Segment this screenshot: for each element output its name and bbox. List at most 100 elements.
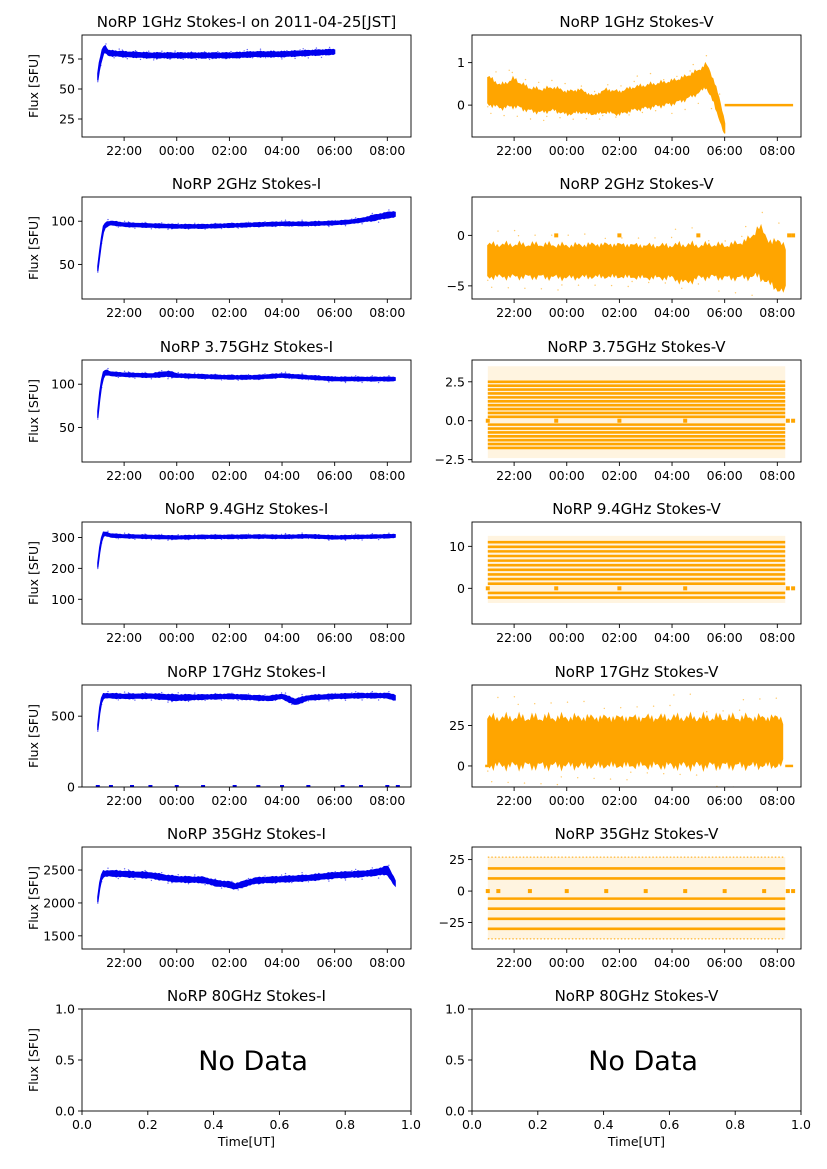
outlier-point xyxy=(507,287,509,289)
outlier-point xyxy=(204,228,206,230)
outlier-point xyxy=(636,706,638,708)
outlier-point xyxy=(121,49,124,51)
outlier-point xyxy=(307,57,309,59)
data-layer xyxy=(485,856,796,940)
outlier-point xyxy=(280,874,283,876)
xtick-label: 0.2 xyxy=(138,1117,158,1132)
data-point xyxy=(256,785,261,787)
outlier-point xyxy=(497,696,499,699)
xtick-label: 04:00 xyxy=(654,305,690,320)
panel-title: NoRP 17GHz Stokes-I xyxy=(167,663,326,681)
data-layer xyxy=(95,690,400,787)
data-point xyxy=(785,586,790,591)
outlier-point xyxy=(264,875,266,877)
outlier-point xyxy=(636,75,638,77)
x-axis-label: Time[UT] xyxy=(607,1134,665,1149)
ytick-label: 2000 xyxy=(43,895,75,910)
ytick-label: 1 xyxy=(457,55,465,70)
outlier-point xyxy=(117,538,120,540)
outlier-point xyxy=(371,533,373,535)
outlier-point xyxy=(344,381,347,384)
outlier-point xyxy=(344,699,347,701)
outlier-point xyxy=(741,235,743,238)
outlier-point xyxy=(648,281,650,284)
y-axis-label: Flux [SFU] xyxy=(26,704,41,768)
axes-frame xyxy=(471,846,802,950)
outlier-point xyxy=(195,58,198,61)
outlier-point xyxy=(247,693,250,695)
outlier-point xyxy=(208,58,211,61)
outlier-point xyxy=(167,882,169,884)
outlier-point xyxy=(105,43,107,45)
outlier-point xyxy=(334,219,336,222)
outlier-point xyxy=(134,699,136,701)
y-axis-label: Flux [SFU] xyxy=(26,379,41,443)
xtick-label: 22:00 xyxy=(496,468,532,483)
ytick-label: 0 xyxy=(457,758,465,773)
xtick-label: 08:00 xyxy=(759,468,795,483)
ytick-label: 50 xyxy=(59,82,75,97)
outlier-point xyxy=(194,692,196,694)
panel-title: NoRP 80GHz Stokes-V xyxy=(555,987,720,1005)
ytick-label: 50 xyxy=(59,420,75,435)
outlier-point xyxy=(361,223,363,225)
outlier-point xyxy=(307,700,310,702)
outlier-point xyxy=(127,692,130,694)
outlier-point xyxy=(593,777,595,780)
outlier-point xyxy=(705,55,708,57)
outlier-point xyxy=(238,57,240,59)
xtick-label: 22:00 xyxy=(106,955,142,970)
outlier-point xyxy=(318,872,320,875)
outlier-point xyxy=(258,378,260,381)
outlier-point xyxy=(722,710,724,712)
outlier-point xyxy=(167,701,169,703)
y-axis-label: Flux [SFU] xyxy=(26,541,41,605)
outlier-point xyxy=(194,874,196,876)
outlier-point xyxy=(161,872,163,874)
outlier-point xyxy=(150,539,153,541)
xtick-label: 08:00 xyxy=(759,955,795,970)
data-point xyxy=(306,785,311,787)
data-point xyxy=(130,785,135,787)
xtick-label: 04:00 xyxy=(264,630,300,645)
data-point xyxy=(564,889,569,894)
xtick-label: 00:00 xyxy=(159,630,195,645)
xtick-label: 02:00 xyxy=(211,955,247,970)
outlier-point xyxy=(241,699,243,701)
data-point xyxy=(232,785,237,787)
outlier-point xyxy=(177,692,179,694)
outlier-point xyxy=(280,533,283,536)
outlier-point xyxy=(674,228,677,230)
outlier-point xyxy=(127,221,130,223)
xtick-label: 06:00 xyxy=(707,468,743,483)
xtick-label: 22:00 xyxy=(496,793,532,808)
outlier-point xyxy=(344,539,347,541)
xtick-label: 08:00 xyxy=(369,793,405,808)
outlier-point xyxy=(584,233,586,235)
series-band xyxy=(487,223,786,293)
outlier-point xyxy=(190,51,193,53)
panel-2V: −5 0 22:00 00:00 02:00 04:00 06:00 08:00 NoRP 2G… xyxy=(447,175,802,320)
panel-6I: 1500 2000 2500 22:00 00:00 02:00 04:00 06:00 08:… xyxy=(26,825,412,970)
outlier-point xyxy=(328,46,331,49)
outlier-point xyxy=(123,370,126,372)
series-band xyxy=(97,369,396,418)
xtick-label: 00:00 xyxy=(159,143,195,158)
outlier-point xyxy=(523,782,526,784)
outlier-point xyxy=(334,871,336,873)
ytick-label: 100 xyxy=(51,214,75,229)
outlier-point xyxy=(161,533,163,536)
outlier-point xyxy=(495,71,497,73)
ytick-label: 0 xyxy=(457,98,465,113)
no-data-message: No Data xyxy=(198,1046,308,1077)
outlier-point xyxy=(187,378,190,380)
data-point xyxy=(722,889,727,894)
outlier-point xyxy=(524,287,526,289)
outlier-point xyxy=(237,227,239,229)
outlier-point xyxy=(543,119,545,122)
outlier-point xyxy=(609,778,612,780)
xtick-label: 02:00 xyxy=(601,955,637,970)
outlier-point xyxy=(497,230,499,232)
outlier-point xyxy=(572,118,574,120)
ytick-label: 200 xyxy=(51,561,75,576)
